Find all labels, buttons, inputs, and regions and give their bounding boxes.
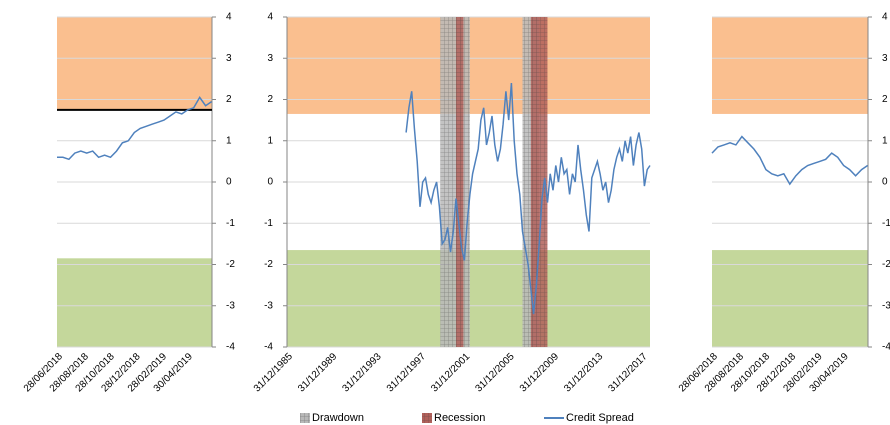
x-tick-label: 31/12/2001 — [429, 351, 472, 394]
threshold-band — [712, 17, 868, 114]
y-tick-label: -2 — [264, 259, 273, 270]
y-tick-label: -4 — [226, 342, 235, 353]
period-hatch — [456, 17, 464, 347]
y-tick-label: 4 — [882, 12, 888, 23]
x-tick-label: 31/12/1985 — [252, 351, 295, 394]
series-line — [405, 82, 651, 315]
x-tick-label: 31/12/1989 — [296, 351, 339, 394]
legend-label: Recession — [434, 412, 485, 424]
y-tick-label: -1 — [264, 218, 273, 229]
y-tick-label: -3 — [264, 300, 273, 311]
y-tick-label: -2 — [882, 259, 890, 270]
series-line — [57, 96, 213, 161]
x-tick-label: 31/12/1997 — [385, 351, 428, 394]
y-tick-label: 4 — [226, 12, 232, 23]
threshold-band — [57, 258, 212, 347]
threshold-band — [57, 17, 212, 110]
legend-hatch — [300, 413, 310, 423]
period-hatch — [440, 17, 470, 347]
legend-hatch — [422, 413, 432, 423]
y-tick-label: -4 — [264, 342, 273, 353]
threshold-band — [712, 250, 868, 347]
y-tick-label: -2 — [226, 259, 235, 270]
y-tick-label: 0 — [882, 177, 888, 188]
x-tick-label: 31/12/1993 — [340, 351, 383, 394]
y-tick-label: 1 — [267, 135, 273, 146]
y-tick-label: -1 — [226, 218, 235, 229]
x-tick-label: 31/12/2017 — [607, 351, 650, 394]
y-tick-label: 3 — [882, 53, 888, 64]
y-tick-label: -1 — [882, 218, 890, 229]
y-tick-label: 3 — [267, 53, 273, 64]
y-tick-label: 2 — [226, 94, 232, 105]
y-tick-label: 1 — [226, 135, 232, 146]
period-hatch — [530, 17, 548, 347]
y-tick-label: -4 — [882, 342, 890, 353]
y-tick-label: 2 — [882, 94, 888, 105]
y-tick-label: -3 — [882, 300, 890, 311]
series-line — [711, 135, 869, 186]
legend-label: Drawdown — [312, 412, 364, 424]
y-tick-label: 4 — [267, 12, 273, 23]
y-tick-label: 0 — [226, 177, 232, 188]
y-tick-label: 0 — [267, 177, 273, 188]
x-tick-label: 31/12/2005 — [474, 351, 517, 394]
y-tick-label: 2 — [267, 94, 273, 105]
y-tick-label: 3 — [226, 53, 232, 64]
x-tick-label: 31/12/2013 — [562, 351, 605, 394]
legend-label: Credit Spread — [566, 412, 634, 424]
y-tick-label: 1 — [882, 135, 888, 146]
x-tick-label: 31/12/2009 — [518, 351, 561, 394]
y-tick-label: -3 — [226, 300, 235, 311]
